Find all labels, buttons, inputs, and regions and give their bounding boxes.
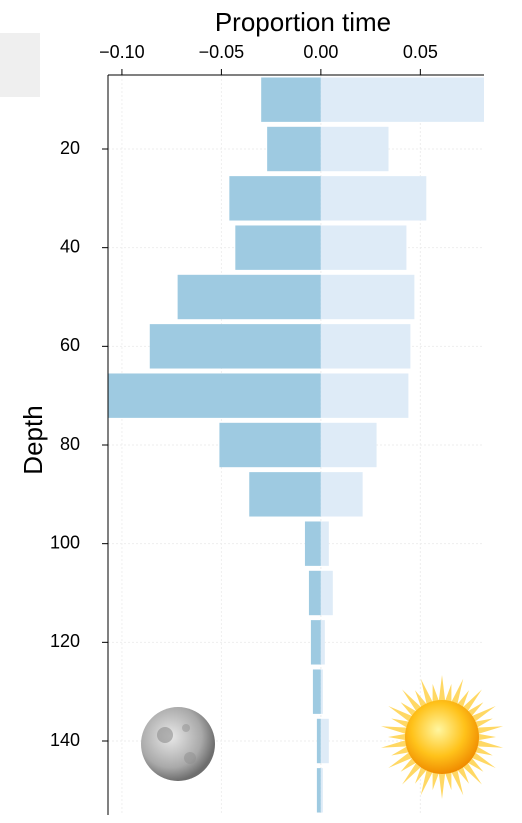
bar: [320, 422, 377, 468]
bar: [177, 274, 321, 320]
bar: [320, 570, 333, 616]
x-axis-title: Proportion time: [215, 7, 391, 37]
bar: [219, 422, 321, 468]
bar: [304, 521, 321, 566]
bar: [249, 472, 321, 517]
bar: [320, 274, 415, 320]
sun-ray: [471, 752, 496, 768]
sun-ray: [451, 678, 464, 705]
sun-ray: [438, 772, 446, 799]
bar: [316, 768, 321, 813]
sun-ray: [388, 706, 413, 722]
sun-ray: [432, 771, 439, 791]
sun-ray: [467, 702, 484, 717]
y-tick-label: 60: [60, 335, 80, 355]
sun-ray: [445, 683, 452, 703]
sun-ray: [445, 771, 452, 791]
sun-ray: [462, 762, 482, 785]
bar: [320, 669, 323, 714]
bar: [320, 176, 427, 221]
sun-ray: [400, 757, 417, 772]
bar: [108, 373, 321, 418]
bar: [316, 718, 321, 764]
plot-area: −0.10 −0.05 0.00 0.05 20 40 60 80 100 120 140: [50, 42, 484, 815]
sun-ray: [476, 740, 504, 748]
sun-ray: [388, 733, 407, 741]
sun-ray: [462, 689, 482, 712]
bar: [229, 176, 321, 221]
y-tick-label: 20: [60, 138, 80, 158]
sun-ray: [415, 766, 427, 784]
sun-ray: [391, 746, 410, 756]
sun-ray: [400, 702, 417, 717]
x-tick-label: 0.00: [303, 42, 338, 62]
bar: [312, 669, 321, 714]
x-tick-label: 0.05: [403, 42, 438, 62]
y-axis-title: Depth: [18, 405, 48, 474]
sun-ray: [451, 769, 464, 796]
bar: [310, 620, 321, 665]
bar: [320, 126, 389, 172]
y-tick-label: 140: [50, 730, 80, 750]
sun-ray: [457, 690, 469, 708]
y-tick-label: 80: [60, 434, 80, 454]
sun-ray: [438, 675, 446, 702]
sun-ray: [380, 740, 408, 748]
sun-ray: [432, 683, 439, 703]
x-tick-label: −0.05: [199, 42, 245, 62]
bar: [320, 620, 325, 665]
moon-icon: [141, 707, 215, 781]
y-tick-label: 100: [50, 532, 80, 552]
sun-ray: [467, 757, 484, 772]
sun-ray: [420, 769, 433, 796]
bar: [320, 225, 407, 270]
sun-icon: [380, 675, 504, 799]
sun-ray: [477, 733, 496, 741]
sun-ray: [476, 726, 504, 734]
panel-corner: [0, 33, 40, 97]
bar: [320, 768, 323, 813]
bar: [320, 77, 484, 122]
sun-ray: [471, 706, 496, 722]
sun-ray: [391, 718, 410, 728]
bar: [320, 472, 363, 517]
sun-ray: [474, 718, 493, 728]
x-tick-label: −0.10: [99, 42, 145, 62]
bar: [261, 77, 321, 122]
bar: [235, 225, 321, 270]
bar: [320, 324, 411, 369]
sun-ray: [420, 678, 433, 705]
bar: [308, 570, 321, 616]
bar: [149, 324, 321, 369]
sun-ray: [402, 689, 422, 712]
sun-ray: [457, 766, 469, 784]
sun-ray: [380, 726, 408, 734]
sun-ray: [402, 762, 422, 785]
sun-ray: [388, 752, 413, 768]
bar: [320, 373, 409, 418]
sun-ray: [415, 690, 427, 708]
y-tick-label: 40: [60, 236, 80, 256]
bar: [320, 718, 329, 764]
y-tick-label: 120: [50, 631, 80, 651]
sun-ray: [474, 746, 493, 756]
bar: [320, 521, 329, 566]
bar: [267, 126, 321, 172]
